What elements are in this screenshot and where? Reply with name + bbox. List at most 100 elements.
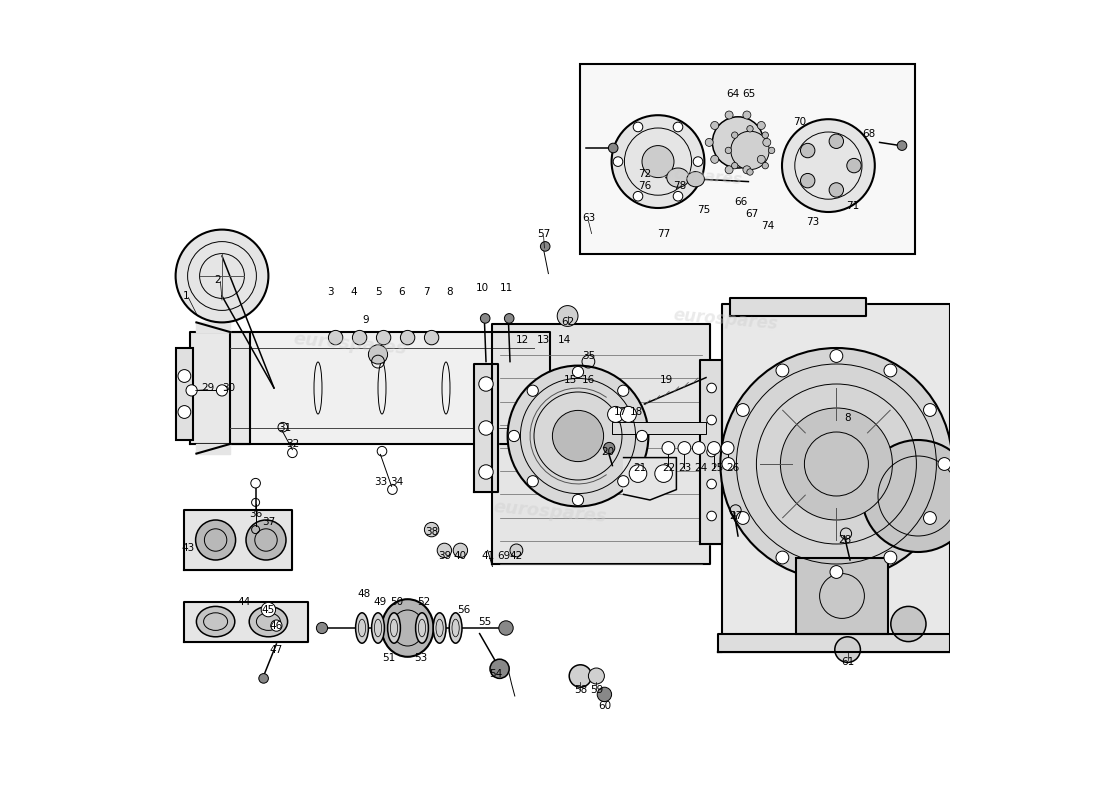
Text: 72: 72: [638, 170, 651, 179]
Circle shape: [725, 147, 732, 154]
Circle shape: [722, 442, 734, 454]
Bar: [176, 348, 194, 440]
Circle shape: [317, 622, 328, 634]
Circle shape: [271, 620, 282, 631]
Text: 56: 56: [456, 605, 470, 614]
Ellipse shape: [382, 599, 433, 657]
Circle shape: [505, 314, 514, 323]
Text: 55: 55: [477, 618, 491, 627]
Circle shape: [558, 306, 578, 326]
Circle shape: [769, 147, 774, 154]
Circle shape: [662, 442, 674, 454]
Text: 10: 10: [475, 283, 488, 293]
Circle shape: [829, 182, 844, 197]
Circle shape: [178, 406, 190, 418]
Text: 8: 8: [845, 413, 851, 422]
Text: 60: 60: [597, 701, 611, 710]
Text: 16: 16: [582, 375, 595, 385]
Text: 35: 35: [582, 351, 595, 361]
Text: 75: 75: [697, 205, 711, 214]
Circle shape: [481, 314, 490, 323]
Circle shape: [246, 520, 286, 560]
Circle shape: [725, 166, 733, 174]
Text: 41: 41: [481, 551, 494, 561]
Text: 19: 19: [659, 375, 672, 385]
Circle shape: [673, 122, 683, 132]
Circle shape: [713, 117, 763, 168]
Circle shape: [938, 458, 950, 470]
Circle shape: [884, 364, 896, 377]
Text: eurospares: eurospares: [493, 498, 607, 526]
Circle shape: [862, 440, 974, 552]
Circle shape: [924, 403, 936, 416]
Circle shape: [478, 465, 493, 479]
Circle shape: [924, 512, 936, 525]
Circle shape: [654, 465, 672, 482]
Circle shape: [847, 158, 861, 173]
Text: 51: 51: [382, 653, 395, 662]
Text: 46: 46: [270, 621, 283, 630]
Text: 40: 40: [454, 551, 467, 561]
Text: 23: 23: [678, 463, 691, 473]
Circle shape: [757, 155, 766, 163]
Circle shape: [707, 415, 716, 425]
Text: 25: 25: [710, 463, 723, 473]
Text: 61: 61: [842, 658, 855, 667]
Circle shape: [376, 330, 390, 345]
Polygon shape: [230, 332, 550, 444]
Circle shape: [642, 146, 674, 178]
Circle shape: [368, 345, 387, 364]
Polygon shape: [197, 322, 230, 332]
Text: 4: 4: [351, 287, 358, 297]
Circle shape: [186, 385, 197, 396]
Text: 42: 42: [509, 551, 522, 561]
Circle shape: [329, 330, 343, 345]
Text: 37: 37: [262, 517, 275, 526]
Text: 29: 29: [201, 383, 214, 393]
Circle shape: [757, 122, 766, 130]
Polygon shape: [474, 364, 498, 492]
Circle shape: [618, 385, 629, 396]
Polygon shape: [701, 360, 722, 544]
Text: 78: 78: [673, 181, 686, 190]
Ellipse shape: [250, 606, 287, 637]
Text: 33: 33: [374, 477, 387, 486]
Text: 13: 13: [537, 335, 550, 345]
Text: 71: 71: [846, 202, 859, 211]
Circle shape: [829, 134, 844, 149]
Circle shape: [478, 377, 493, 391]
Text: 15: 15: [563, 375, 576, 385]
Circle shape: [884, 551, 896, 564]
Text: 62: 62: [561, 317, 574, 326]
Circle shape: [737, 403, 749, 416]
Polygon shape: [184, 602, 308, 642]
Text: 30: 30: [222, 383, 235, 393]
Circle shape: [507, 366, 648, 506]
Circle shape: [251, 478, 261, 488]
Circle shape: [747, 169, 754, 175]
Circle shape: [637, 430, 648, 442]
Circle shape: [891, 606, 926, 642]
Circle shape: [607, 406, 624, 422]
Polygon shape: [730, 298, 866, 316]
Text: eurospares: eurospares: [673, 306, 779, 334]
Circle shape: [258, 674, 268, 683]
Text: 21: 21: [632, 463, 646, 473]
Circle shape: [540, 242, 550, 251]
Circle shape: [725, 111, 733, 119]
Circle shape: [604, 442, 615, 454]
Text: 65: 65: [741, 90, 755, 99]
Text: 76: 76: [638, 181, 651, 190]
Ellipse shape: [686, 171, 704, 186]
Ellipse shape: [449, 613, 462, 643]
Circle shape: [835, 637, 860, 662]
Text: 57: 57: [537, 229, 550, 238]
Text: 31: 31: [278, 423, 292, 433]
Circle shape: [527, 385, 538, 396]
Text: 70: 70: [793, 117, 806, 126]
Circle shape: [776, 364, 789, 377]
Text: 50: 50: [389, 597, 403, 606]
Polygon shape: [624, 458, 676, 500]
Ellipse shape: [197, 606, 234, 637]
Circle shape: [776, 551, 789, 564]
